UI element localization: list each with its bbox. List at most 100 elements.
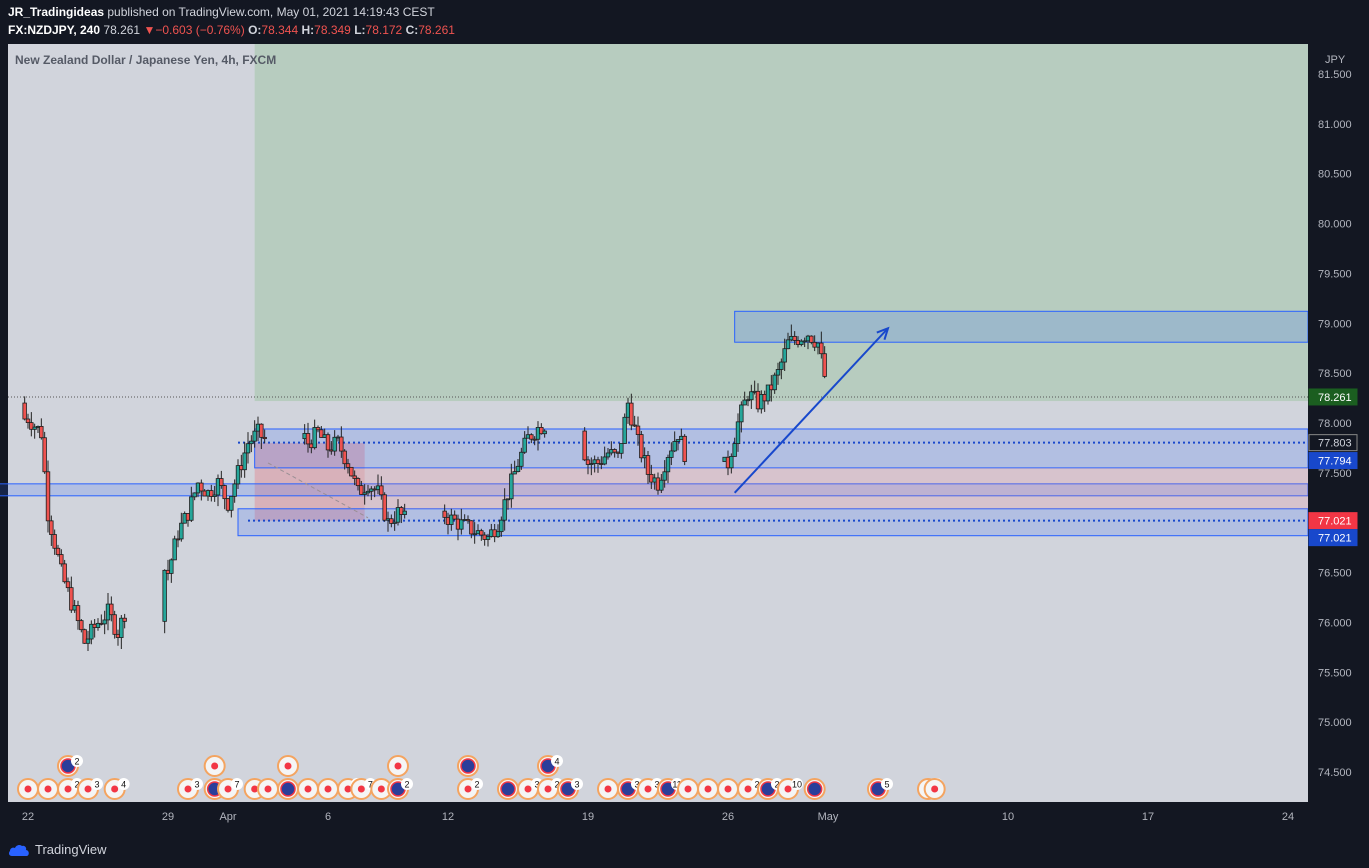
candle-body [785, 339, 791, 350]
candle-body [325, 434, 331, 451]
badge-count: 3 [574, 780, 579, 790]
open-value: 78.344 [261, 23, 299, 37]
pink-range-fill [364, 467, 1309, 509]
author-name[interactable]: JR_Tradingideas [8, 5, 105, 19]
candle-body [122, 617, 127, 622]
badge-count-bg [91, 778, 103, 790]
candle-body [665, 457, 671, 473]
badge-count: 2 [774, 780, 779, 790]
candle-body [459, 519, 464, 530]
y-tick-label: 81.500 [1318, 69, 1352, 81]
low-label: L: [354, 23, 366, 37]
candle-body [819, 342, 824, 355]
x-tick-label: Apr [219, 811, 236, 823]
symbol-label: FX:NZDJPY, 240 [8, 23, 101, 37]
red-dot-icon [24, 785, 32, 793]
candle-body [245, 443, 251, 454]
tradingview-logo[interactable]: TradingView [8, 842, 107, 857]
candle-body [49, 520, 54, 535]
price-label-box [1308, 434, 1358, 452]
candle-body [119, 617, 124, 638]
red-dot-icon [644, 785, 652, 793]
candle-body [89, 623, 94, 640]
candle-body [532, 438, 537, 441]
badge-count-bg [71, 755, 83, 767]
y-tick-label: 78.500 [1318, 368, 1352, 380]
candle-series [22, 324, 827, 652]
down-triangle-icon: ▼ [143, 23, 156, 37]
change-text: −0.603 (−0.76%) [155, 23, 245, 37]
candle-body [635, 425, 641, 435]
event-badges[interactable]: 234237272232433311221054 [17, 755, 946, 800]
candle-body [632, 424, 637, 427]
badge-count: 3 [94, 780, 99, 790]
candle-body [792, 335, 797, 341]
candle-body [69, 587, 74, 611]
candle-body [319, 429, 324, 438]
candle-body [759, 393, 764, 410]
candle-body [169, 559, 174, 574]
y-tick-label: 75.000 [1318, 717, 1352, 729]
candle-body [29, 422, 34, 430]
red-dot-icon [377, 785, 385, 793]
candle-body [192, 492, 197, 498]
y-tick-label: 78.000 [1318, 418, 1352, 430]
candle-body [222, 485, 227, 500]
candle-body [82, 629, 87, 644]
badge-count: 2 [74, 757, 79, 767]
candle-body [345, 463, 351, 468]
trend-arrow [733, 327, 889, 494]
price-label-text: 77.803 [1318, 438, 1352, 450]
red-dot-icon [184, 785, 192, 793]
price-label-text: 77.021 [1318, 516, 1352, 528]
price-axis[interactable] [1308, 44, 1369, 802]
close-label: C: [405, 23, 419, 37]
nz-flag-icon [806, 781, 823, 797]
candle-body [822, 353, 827, 377]
red-dot-icon [357, 785, 365, 793]
x-tick-label: 26 [722, 811, 734, 823]
candle-body [512, 471, 517, 475]
badge-count: 2 [74, 780, 79, 790]
x-tick-label: 10 [1002, 811, 1014, 823]
candle-body [162, 569, 167, 622]
candle-body [542, 430, 547, 435]
red-dot-icon [284, 762, 292, 770]
candle-body [802, 340, 807, 343]
candle-body [529, 434, 534, 440]
red-dot-icon [211, 762, 219, 770]
candle-body [355, 478, 361, 487]
candle-body [39, 426, 44, 439]
candle-body [765, 384, 771, 402]
x-tick-label: 17 [1142, 811, 1154, 823]
badge-count-bg [471, 778, 483, 790]
candle-body [495, 531, 501, 538]
candle-body [742, 399, 747, 406]
price-label-text: 77.794 [1318, 456, 1352, 468]
candle-body [392, 521, 397, 524]
badge-count-bg [881, 778, 893, 790]
candle-body [382, 494, 387, 521]
candle-body [42, 437, 47, 473]
candle-body [59, 554, 64, 565]
badge-count: 4 [554, 757, 559, 767]
published-text: published on TradingView.com, May 01, 20… [104, 5, 435, 19]
candle-body [442, 510, 447, 518]
candle-body [32, 426, 37, 430]
badge-count-bg [231, 778, 243, 790]
candle-body [215, 478, 221, 496]
overlay-layer [733, 326, 890, 494]
candle-body [85, 638, 91, 644]
time-axis[interactable] [0, 802, 1308, 832]
y-axis-ticks: 74.50075.00075.50076.00076.50077.00077.5… [1318, 69, 1352, 779]
risk-diagonal-line [267, 462, 369, 519]
candle-body [682, 435, 687, 462]
candle-body [262, 436, 267, 440]
candle-body [75, 605, 81, 622]
y-tick-label: 80.000 [1318, 219, 1352, 231]
x-tick-label: 12 [442, 811, 454, 823]
candle-body [305, 433, 311, 445]
candle-body [585, 459, 591, 465]
x-tick-label: 22 [22, 811, 34, 823]
